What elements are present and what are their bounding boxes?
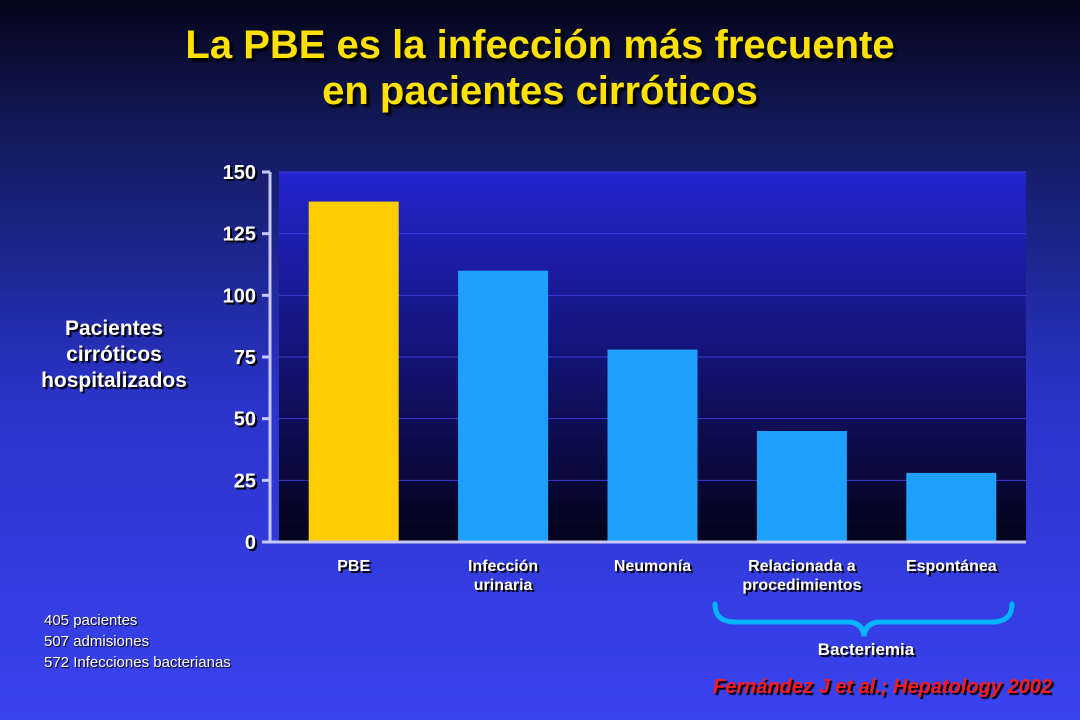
note-line: 572 Infecciones bacterianas — [44, 654, 231, 671]
bracket-label: Bacteriemia — [817, 640, 915, 659]
y-axis-label-line: Pacientes — [64, 317, 164, 340]
note-line: 405 pacientes — [44, 612, 138, 629]
y-tick-label-shadow: 50 — [236, 411, 258, 433]
y-tick-label: 125 — [223, 224, 256, 246]
x-category-label: Neumonía — [614, 558, 691, 575]
bars — [308, 201, 997, 542]
x-category-label-shadow: PBE — [339, 560, 372, 577]
bacteremia-bracket — [712, 601, 1015, 637]
title-line-1: La PBE es la infección más frecuente — [185, 23, 895, 67]
citation: Fernández J et al.; Hepatology 2002 — [713, 676, 1052, 698]
y-axis-label: Pacientes cirróticos hospitalizados — [24, 316, 204, 394]
study-notes: 405 pacientes 507 admisiones 572 Infecci… — [44, 610, 231, 673]
bar — [458, 270, 549, 542]
x-category-label-shadow: Relacionada a — [750, 560, 858, 577]
y-tick-label: 0 — [245, 532, 256, 554]
bar — [607, 349, 698, 542]
y-tick-label: 150 — [223, 162, 256, 184]
x-category-label-shadow: Infección — [470, 560, 540, 577]
title-line-2: en pacientes cirróticos — [322, 69, 758, 113]
y-tick-label-shadow: 100 — [225, 287, 258, 309]
x-category-label-shadow: urinaria — [476, 579, 535, 596]
x-category-label: procedimientos — [742, 577, 861, 594]
y-tick-label: 100 — [223, 285, 256, 307]
y-tick-label-shadow: 75 — [236, 349, 258, 371]
x-category-label: Espontánea — [906, 558, 997, 575]
y-axis-label-line: hospitalizados — [41, 369, 187, 392]
x-category-label: Relacionada a — [748, 558, 856, 575]
bar — [906, 472, 997, 542]
slide-title: La PBE es la infección más frecuente en … — [0, 22, 1080, 114]
x-category-label-shadow: procedimientos — [744, 579, 863, 596]
x-category-label: urinaria — [474, 577, 533, 594]
y-tick-label-shadow: 125 — [225, 226, 258, 248]
y-tick-label-shadow: 150 — [225, 164, 258, 186]
note-line: 507 admisiones — [44, 633, 150, 650]
x-category-label: PBE — [337, 558, 370, 575]
y-tick-label-shadow: 0 — [247, 534, 258, 556]
x-category-label-shadow: Neumonía — [616, 560, 693, 577]
y-tick-label-shadow: 25 — [236, 472, 258, 494]
y-tick-label: 75 — [234, 347, 256, 369]
y-tick-label: 25 — [234, 470, 256, 492]
bar — [756, 431, 847, 542]
bar — [308, 201, 399, 542]
y-tick-label: 50 — [234, 409, 256, 431]
x-category-label: Infección — [468, 558, 538, 575]
x-category-label-shadow: Espontánea — [908, 560, 999, 577]
y-axis-label-line: cirróticos — [66, 343, 162, 366]
